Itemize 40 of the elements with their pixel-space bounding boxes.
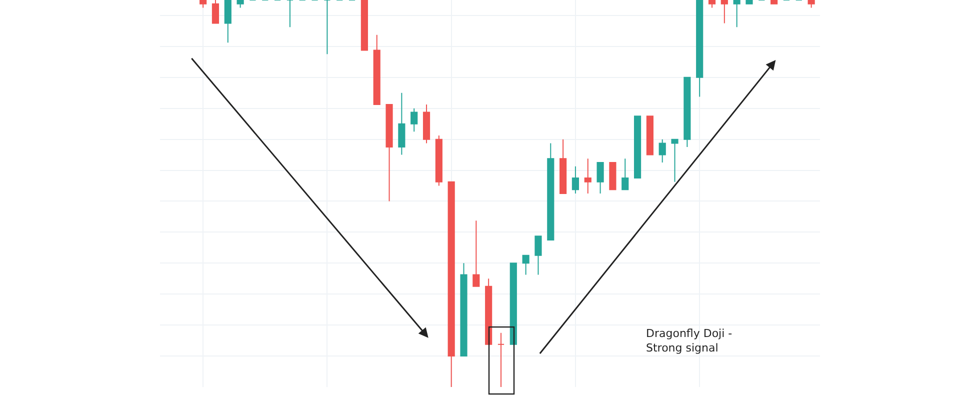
candlestick — [472, 220, 480, 287]
candlestick — [708, 0, 716, 8]
candlestick — [733, 0, 740, 28]
candlestick — [622, 158, 629, 190]
candlestick — [534, 236, 542, 276]
annotation: Dragonfly Doji - Strong signal — [646, 327, 732, 354]
candlestick — [634, 116, 642, 179]
candlestick — [386, 104, 393, 202]
candlestick — [770, 0, 778, 4]
candlestick — [410, 108, 418, 132]
candlestick — [236, 0, 244, 8]
candlestick — [200, 0, 207, 8]
candlestick — [609, 162, 616, 190]
candlestick — [720, 0, 728, 24]
candlestick — [596, 162, 604, 194]
candlestick — [286, 0, 294, 28]
candlestick — [510, 262, 517, 345]
candlestick — [671, 138, 678, 182]
candlestick — [658, 138, 666, 164]
candlestick — [485, 278, 492, 345]
candlestick — [522, 254, 530, 276]
candlestick — [224, 0, 232, 44]
candlestick — [212, 0, 220, 24]
candlestick — [696, 0, 704, 98]
candlestick — [324, 0, 331, 55]
candlestick — [360, 0, 368, 51]
candlestick — [808, 0, 815, 8]
candlestick — [746, 0, 753, 4]
candlestick — [497, 332, 505, 387]
candlestick — [584, 158, 592, 194]
candlestick — [560, 138, 567, 194]
candlestick — [435, 134, 442, 186]
candlestick — [460, 262, 468, 357]
candlestick — [373, 34, 380, 105]
candlestick — [646, 116, 654, 156]
candlestick — [398, 92, 406, 156]
candlestick — [572, 166, 579, 194]
candlestick — [547, 142, 554, 240]
candlestick — [684, 76, 691, 148]
candlestick — [422, 104, 430, 144]
